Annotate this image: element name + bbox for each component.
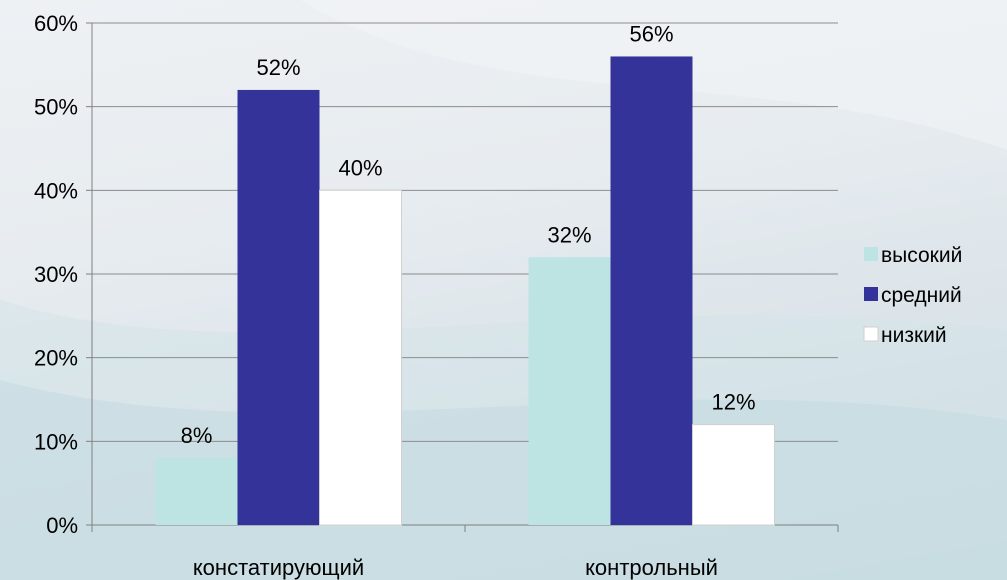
bar-низкий-констатирующий: [319, 189, 402, 526]
x-category-label: констатирующий: [193, 555, 364, 580]
legend-swatch: [863, 326, 879, 342]
legend-label: высокий: [881, 244, 962, 267]
legend-label: средний: [881, 284, 962, 307]
data-label: 12%: [711, 390, 755, 415]
x-category-label: контрольный: [585, 555, 718, 580]
legend-label: низкий: [881, 324, 947, 347]
legend: высокий средний низкий: [863, 244, 962, 347]
bar-низкий-контрольный: [692, 424, 775, 526]
y-tick-label: 20%: [34, 346, 78, 371]
bar-высокий-констатирующий: [155, 458, 238, 525]
legend-swatch: [864, 247, 878, 261]
data-label: 56%: [629, 21, 673, 46]
data-label: 52%: [256, 55, 300, 80]
y-tick-label: 0%: [46, 513, 78, 538]
legend-swatch: [864, 287, 878, 301]
bar-средний-контрольный: [610, 56, 693, 525]
bar-высокий-контрольный: [528, 257, 611, 525]
labels: 8% 52% 40% констатирующий 32% 56% 12% контрольн…: [181, 21, 756, 580]
y-tick-label: 60%: [34, 11, 78, 36]
y-tick-label: 10%: [34, 429, 78, 454]
data-label: 8%: [181, 423, 213, 448]
data-label: 32%: [547, 222, 591, 247]
data-label: 40%: [338, 155, 382, 180]
axes: 0% 10% 20% 30% 40% 50% 60%: [34, 11, 839, 538]
gridlines: [92, 22, 838, 442]
y-tick-label: 50%: [34, 95, 78, 120]
bar-средний-констатирующий: [237, 89, 320, 525]
y-tick-label: 40%: [34, 178, 78, 203]
y-tick-label: 30%: [34, 262, 78, 287]
bars: [155, 56, 775, 526]
